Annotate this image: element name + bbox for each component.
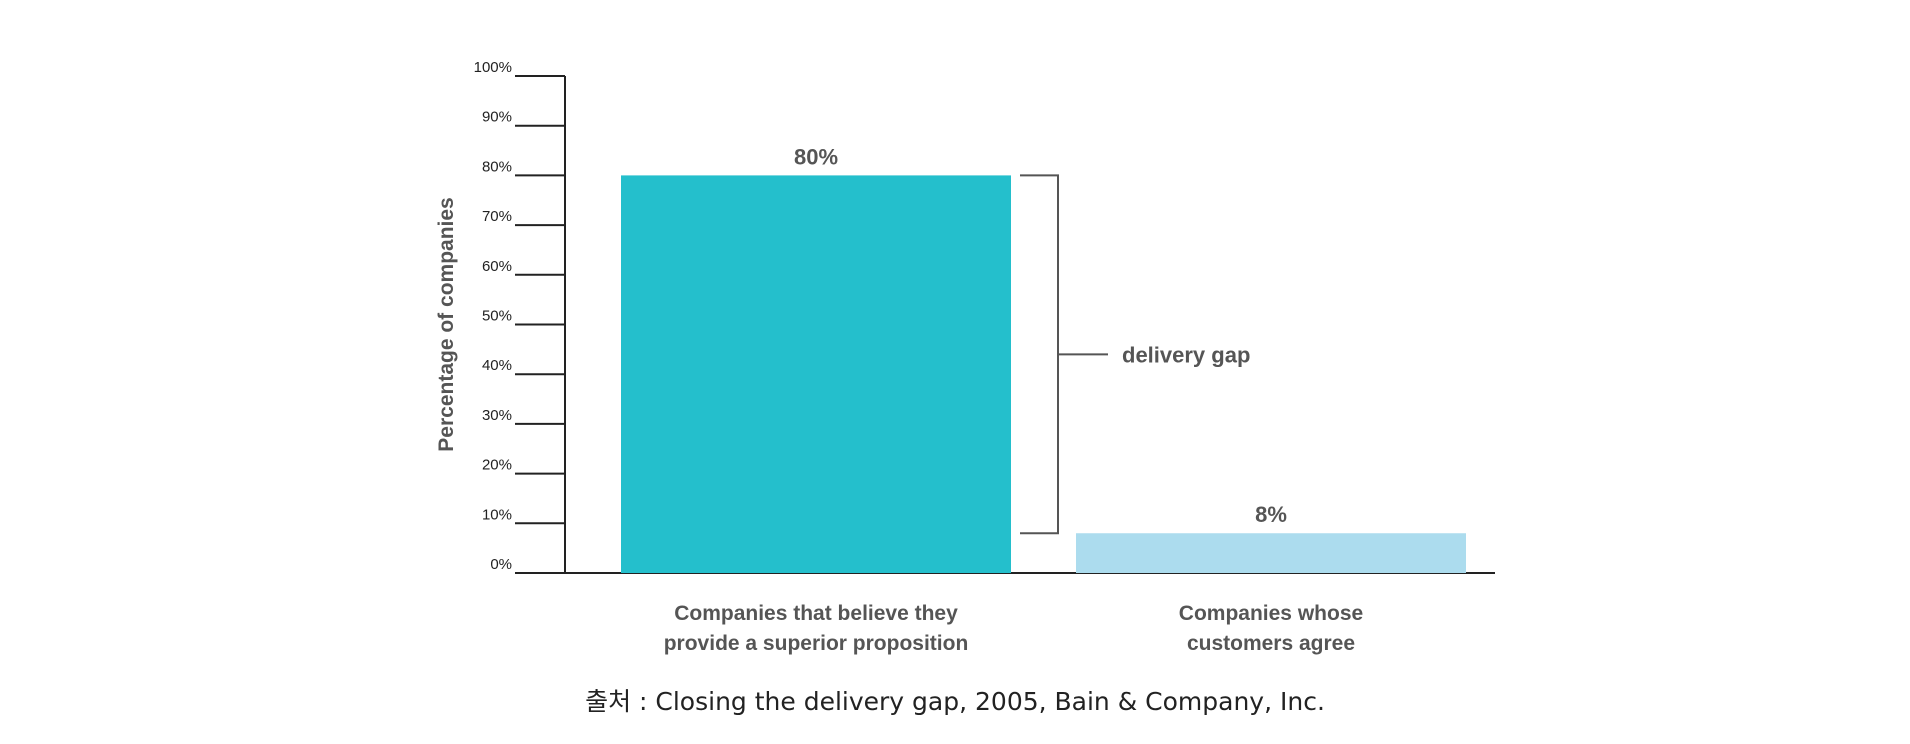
y-tick-label: 80% xyxy=(482,158,512,175)
y-ticks: 0% 10% 20% 30% 40% 50% 60% 70% 80% 90% 100% xyxy=(474,59,565,574)
bar xyxy=(621,175,1011,573)
bar-value-label: 80% xyxy=(794,144,838,169)
y-tick-label: 100% xyxy=(474,59,512,76)
gap-bracket xyxy=(1020,174,1059,535)
y-tick-label: 10% xyxy=(482,506,512,523)
source-caption: 출처 : Closing the delivery gap, 2005, Bai… xyxy=(585,687,1325,716)
y-tick-label: 0% xyxy=(490,556,512,573)
y-tick-label: 40% xyxy=(482,357,512,374)
bar-value-label: 8% xyxy=(1255,502,1287,527)
bar xyxy=(1076,533,1466,573)
category-label: Companies that believe they xyxy=(674,602,958,625)
delivery-gap-annotation: delivery gap xyxy=(1020,174,1250,535)
y-tick-label: 70% xyxy=(482,208,512,225)
category-label: customers agree xyxy=(1187,632,1355,655)
y-tick-label: 90% xyxy=(482,109,512,126)
y-tick-label: 50% xyxy=(482,308,512,325)
gap-label: delivery gap xyxy=(1122,342,1250,367)
y-axis-label: Percentage of companies xyxy=(435,197,458,451)
bars xyxy=(621,175,1466,573)
category-label: provide a superior proposition xyxy=(664,632,969,655)
y-tick-label: 20% xyxy=(482,457,512,474)
y-tick-label: 30% xyxy=(482,407,512,424)
labels: Percentage of companies 80% Companies that… xyxy=(435,144,1363,655)
y-tick-label: 60% xyxy=(482,258,512,275)
category-label: Companies whose xyxy=(1179,602,1363,625)
